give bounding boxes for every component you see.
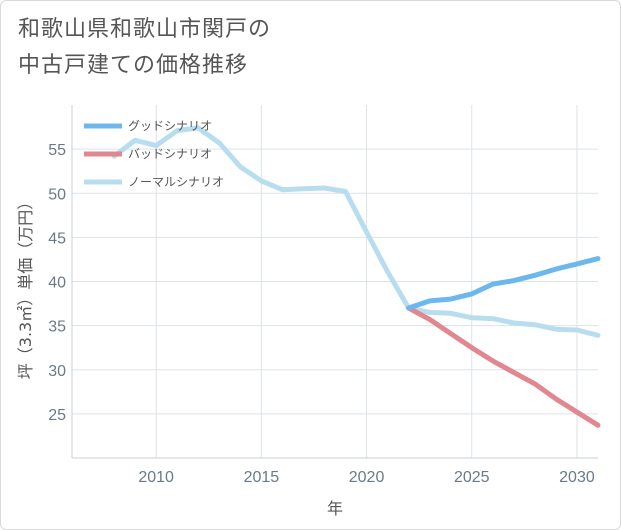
title-line-1: 和歌山県和歌山市関戸の [18,17,272,42]
series-line-2 [111,125,601,338]
x-axis-label: 年 [327,499,343,518]
axes: 2010 2015 2020 2025 2030 25 30 35 40 45 50 55 [48,105,598,486]
chart-title: 和歌山県和歌山市関戸の 中古戸建ての価格推移 [18,12,578,84]
grid-lines [72,105,598,458]
series-line-0 [406,256,601,311]
series-lines [111,125,601,428]
y-tick-label: 50 [48,186,66,203]
x-tick-label: 2030 [559,469,595,486]
x-tick-label: 2025 [454,469,490,486]
x-tick-label: 2015 [244,469,280,486]
y-tick-label: 40 [48,275,66,292]
title-line-2: 中古戸建ての価格推移 [18,53,249,78]
y-axis-label: 坪（3.3㎡）単価（万円） [16,194,35,379]
y-tick-label: 35 [48,319,66,336]
legend-label: ノーマルシナリオ [128,175,224,189]
y-tick-label: 25 [48,407,66,424]
x-tick-label: 2020 [349,469,385,486]
y-tick-label: 55 [48,142,66,159]
legend-label: バッドシナリオ [128,147,212,161]
legend-label: グッドシナリオ [128,119,212,133]
y-tick-label: 45 [48,230,66,247]
x-tick-label: 2010 [138,469,174,486]
series-line-1 [406,305,601,428]
y-tick-label: 30 [48,363,66,380]
